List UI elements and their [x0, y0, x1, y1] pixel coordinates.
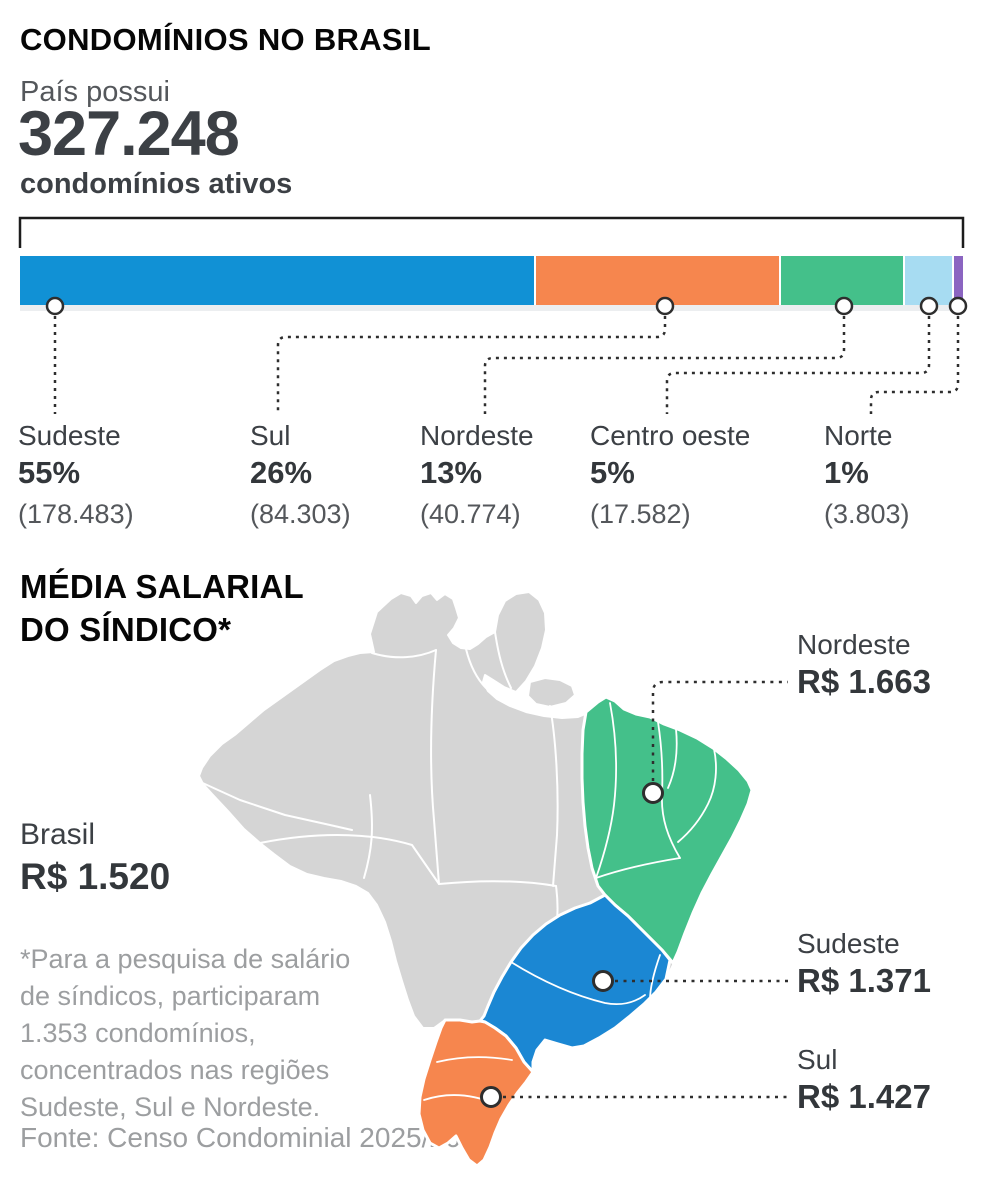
map-island-marajo — [527, 677, 576, 708]
region-count: (17.582) — [590, 499, 691, 529]
map-callouts — [503, 680, 788, 1099]
bar-connector-sul — [276, 316, 667, 414]
map-marker-sul — [480, 1086, 502, 1108]
bar-label-centro-oeste: Centro oeste 5% (17.582) — [590, 420, 750, 530]
region-pct: 5% — [590, 455, 635, 490]
bar-connector-norte — [869, 316, 960, 414]
total-bracket — [18, 216, 965, 248]
bar-segment-nordeste — [781, 256, 903, 305]
region-pct: 55% — [18, 455, 81, 490]
footnote-line: Sudeste, Sul e Nordeste. — [20, 1092, 321, 1122]
bar-marker-centro-oeste — [919, 296, 939, 316]
bar-label-nordeste: Nordeste 13% (40.774) — [420, 420, 534, 530]
callout-region-name: Nordeste — [797, 629, 911, 660]
region-name: Sul — [250, 420, 291, 451]
footnote-line: concentrados nas regiões — [20, 1055, 330, 1085]
callout-region-name: Sul — [797, 1044, 838, 1075]
bar-shadow — [20, 305, 963, 311]
total-condominios-value: 327.248 — [18, 99, 240, 169]
footnote-line: *Para a pesquisa de salário — [20, 944, 351, 974]
map-callout-label-sudeste: Sudeste R$ 1.371 — [797, 928, 931, 1000]
region-count: (84.303) — [250, 499, 351, 529]
map-region-sul — [417, 1018, 535, 1168]
region-name: Sudeste — [18, 420, 121, 451]
bar-markers — [45, 296, 968, 316]
map-region-sudeste — [478, 893, 672, 1074]
region-name: Centro oeste — [590, 420, 751, 451]
region-pct: 13% — [420, 455, 483, 490]
bar-label-sul: Sul 26% (84.303) — [250, 420, 351, 530]
bar-segment-norte — [953, 256, 963, 305]
bar-label-sudeste: Sudeste 55% (178.483) — [18, 420, 134, 530]
region-name: Norte — [824, 420, 893, 451]
bar-connectors — [53, 316, 960, 414]
callout-region-value: R$ 1.663 — [797, 663, 931, 700]
bar-marker-sudeste — [45, 296, 65, 316]
bar-marker-nordeste — [834, 296, 854, 316]
map-callout-label-nordeste: Nordeste R$ 1.663 — [797, 629, 931, 701]
footnote-line: 1.353 condomínios, — [20, 1018, 256, 1048]
callout-region-value: R$ 1.371 — [797, 962, 931, 999]
region-name: Nordeste — [420, 420, 534, 451]
map-markers — [480, 782, 664, 1108]
map-marker-sudeste — [592, 970, 614, 992]
source-line: Fonte: Censo Condominial 2025/26 — [20, 1122, 461, 1153]
brasil-value: R$ 1.520 — [20, 856, 171, 897]
brasil-label: Brasil — [20, 818, 96, 851]
region-count: (40.774) — [420, 499, 521, 529]
map-title-line2: DO SÍNDICO* — [20, 611, 232, 648]
stacked-bar — [20, 256, 963, 305]
map-title-line1: MÉDIA SALARIAL — [20, 568, 304, 605]
bar-segment-sul — [536, 256, 780, 305]
page-title: CONDOMÍNIOS NO BRASIL — [20, 22, 432, 57]
map-marker-nordeste — [642, 782, 664, 804]
region-pct: 1% — [824, 455, 869, 490]
bar-connector-nordeste — [483, 316, 846, 414]
bar-marker-norte — [948, 296, 968, 316]
bar-label-norte: Norte 1% (3.803) — [824, 420, 910, 530]
map-title: MÉDIA SALARIAL DO SÍNDICO* — [20, 565, 304, 651]
map-callout-label-sul: Sul R$ 1.427 — [797, 1044, 931, 1116]
lead-text: País possui — [20, 76, 170, 108]
bar-connector-centro-oeste — [665, 316, 931, 414]
region-count: (3.803) — [824, 499, 910, 529]
bar-marker-sul — [655, 296, 675, 316]
bar-segment-sudeste — [20, 256, 535, 305]
brasil-average-label: Brasil R$ 1.520 — [20, 818, 170, 898]
brazil-map — [195, 591, 754, 1168]
footnote-line: de síndicos, participaram — [20, 981, 321, 1011]
region-count: (178.483) — [18, 499, 134, 529]
total-condominios-caption: condomínios ativos — [20, 168, 293, 200]
region-pct: 26% — [250, 455, 313, 490]
footnote: *Para a pesquisa de salário de síndicos,… — [20, 941, 350, 1126]
callout-region-name: Sudeste — [797, 928, 900, 959]
callout-region-value: R$ 1.427 — [797, 1078, 931, 1115]
